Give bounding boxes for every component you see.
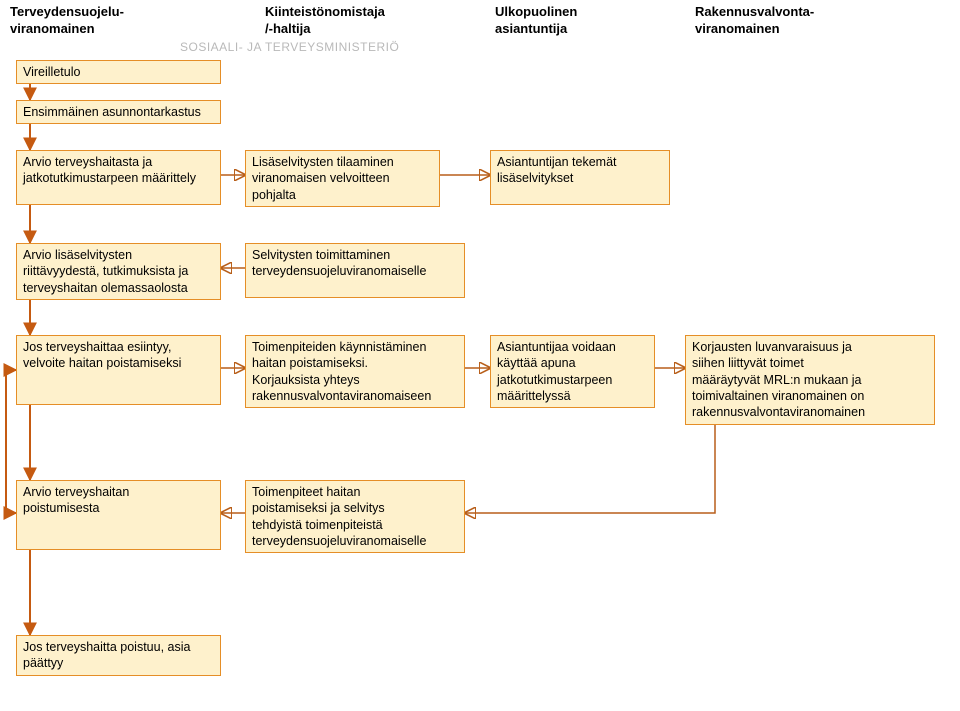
flow-box-b13: Toimenpiteet haitan poistamiseksi ja sel…	[245, 480, 465, 553]
col-header-4: Rakennusvalvonta- viranomainen	[695, 4, 950, 38]
col-header-2: Kiinteistönomistaja /-haltija	[265, 4, 495, 38]
flow-box-b4: Lisäselvitysten tilaaminen viranomaisen …	[245, 150, 440, 207]
flow-box-b8: Jos terveyshaittaa esiintyy, velvoite ha…	[16, 335, 221, 405]
flow-box-b3: Arvio terveyshaitasta ja jatkotutkimusta…	[16, 150, 221, 205]
flow-box-b14: Jos terveyshaitta poistuu, asia päättyy	[16, 635, 221, 676]
flow-box-b7: Selvitysten toimittaminen terveydensuoje…	[245, 243, 465, 298]
col-header-1: Terveydensuojelu- viranomainen	[10, 4, 265, 38]
flow-box-b10: Asiantuntijaa voidaan käyttää apuna jatk…	[490, 335, 655, 408]
flow-box-b9: Toimenpiteiden käynnistäminen haitan poi…	[245, 335, 465, 408]
flow-box-b5: Asiantuntijan tekemät lisäselvitykset	[490, 150, 670, 205]
footer-logo: SOSIAALI- JA TERVEYSMINISTERIÖ	[180, 40, 399, 54]
flow-box-b2: Ensimmäinen asunnontarkastus	[16, 100, 221, 124]
flow-box-b1: Vireilletulo	[16, 60, 221, 84]
col-header-3: Ulkopuolinen asiantuntija	[495, 4, 695, 38]
flow-box-b11: Korjausten luvanvaraisuus ja siihen liit…	[685, 335, 935, 425]
flow-box-b12: Arvio terveyshaitan poistumisesta	[16, 480, 221, 550]
column-headers: Terveydensuojelu- viranomainen Kiinteist…	[10, 4, 950, 38]
flow-box-b6: Arvio lisäselvitysten riittävyydestä, tu…	[16, 243, 221, 300]
